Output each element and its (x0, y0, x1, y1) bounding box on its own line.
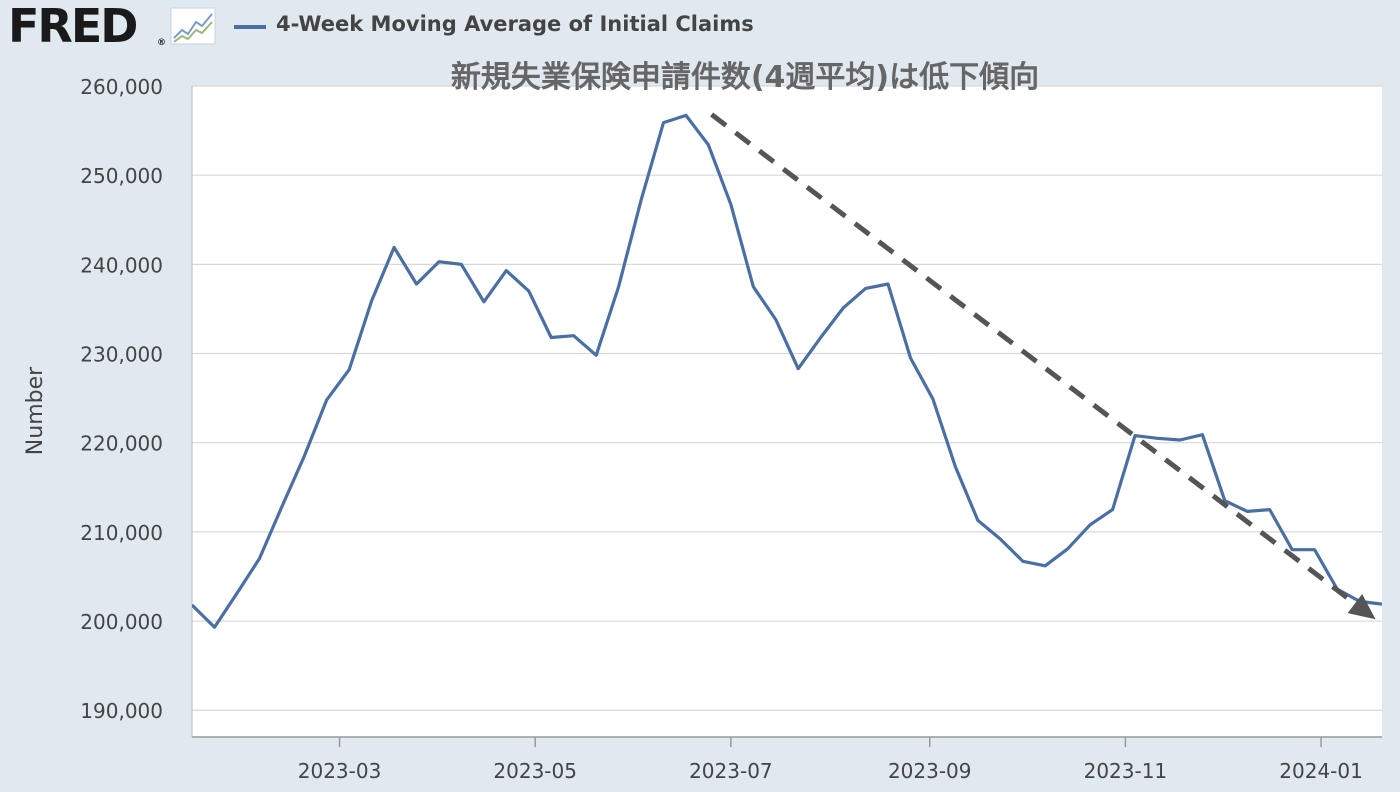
y-tick-label: 240,000 (80, 253, 163, 277)
fred-graph-icon (170, 7, 216, 45)
plot-area (192, 86, 1382, 737)
legend-swatch (234, 25, 266, 29)
y-tick-label: 210,000 (80, 521, 163, 545)
y-tick-label: 260,000 (80, 75, 163, 99)
chart-header: FRED ® 4-Week Moving Average of Initial … (0, 0, 1400, 53)
x-tick-label: 2023-11 (1084, 759, 1168, 783)
y-tick-label: 230,000 (80, 343, 163, 367)
x-tick-label: 2023-05 (493, 759, 577, 783)
y-tick-label: 220,000 (80, 432, 163, 456)
fred-logo[interactable]: FRED (8, 0, 138, 53)
y-tick-label: 200,000 (80, 610, 163, 634)
y-axis-label: Number (23, 366, 48, 455)
y-tick-label: 250,000 (80, 164, 163, 188)
x-tick-label: 2023-03 (298, 759, 382, 783)
trend-arrow-head (1347, 593, 1376, 620)
x-tick-label: 2024-01 (1279, 759, 1363, 783)
trend-arrow-line (710, 112, 1357, 606)
x-tick-label: 2023-07 (689, 759, 773, 783)
x-tick-label: 2023-09 (888, 759, 972, 783)
y-tick-label: 190,000 (80, 699, 163, 723)
legend-label: 4-Week Moving Average of Initial Claims (276, 12, 754, 36)
chart-title: 新規失業保険申請件数(4週平均)は低下傾向 (450, 60, 1040, 95)
registered-mark: ® (157, 38, 166, 48)
series-line (192, 113, 1382, 629)
